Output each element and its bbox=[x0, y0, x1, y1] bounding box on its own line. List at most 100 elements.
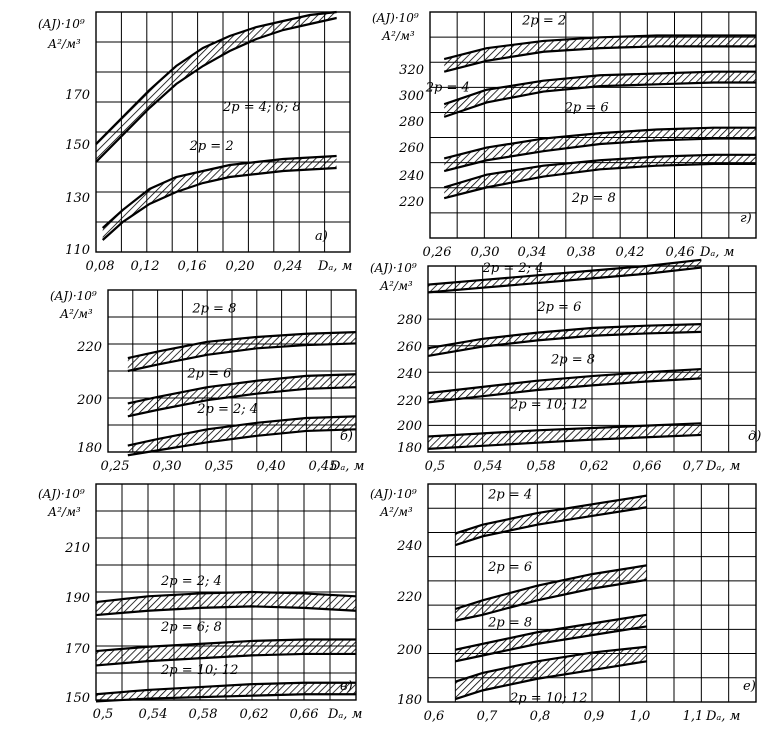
series-label: 2p = 8 bbox=[571, 191, 616, 206]
band-upper-e-1 bbox=[454, 564, 647, 611]
band-g-2 bbox=[444, 127, 756, 172]
series-label: 2p = 2; 4 bbox=[196, 402, 258, 417]
x-tick-label: 0,42 bbox=[616, 245, 645, 260]
x-axis-label: Dₐ, м bbox=[317, 259, 352, 274]
band-upper-v-0 bbox=[95, 590, 357, 604]
x-tick-label: 0,45 bbox=[309, 459, 338, 474]
y-tick-label: 220 bbox=[398, 195, 424, 210]
band-lower-b-0 bbox=[127, 342, 357, 373]
x-tick-label: 0,7 bbox=[683, 459, 704, 474]
x-tick-label: 0,62 bbox=[580, 459, 609, 474]
band-lower-d-1 bbox=[427, 330, 702, 357]
plot-frame bbox=[427, 265, 757, 453]
band-upper-v-2 bbox=[95, 681, 356, 696]
x-tick-label: 0,30 bbox=[471, 245, 500, 260]
series-label: 2p = 4 bbox=[487, 488, 532, 503]
y-axis-label: (AJ)·10⁹ bbox=[38, 17, 85, 31]
y-tick-label: 240 bbox=[398, 169, 424, 184]
x-axis-label: Dₐ, м bbox=[327, 707, 362, 722]
band-lower-e-0 bbox=[454, 506, 647, 547]
series-label: 2p = 6 bbox=[186, 366, 231, 381]
band-lower-e-1 bbox=[455, 578, 647, 622]
series-label: 2p = 4; 6; 8 bbox=[222, 100, 301, 115]
band-upper-e-2 bbox=[455, 613, 647, 651]
band-lower-g-2 bbox=[443, 137, 756, 173]
band-lower-g-1 bbox=[443, 81, 756, 118]
y-axis-label: (AJ)·10⁹ bbox=[372, 11, 419, 25]
x-tick-label: 0,58 bbox=[527, 459, 556, 474]
x-axis-label: Dₐ, м bbox=[705, 709, 740, 724]
y-tick-label: 220 bbox=[396, 394, 422, 409]
y-tick-label: 180 bbox=[397, 693, 422, 708]
band-upper-d-2 bbox=[427, 367, 702, 395]
x-tick-label: 0,35 bbox=[205, 459, 234, 474]
x-axis-label: Dₐ, м bbox=[329, 459, 364, 474]
band-lower-v-2 bbox=[95, 693, 356, 703]
band-upper-e-3 bbox=[454, 645, 647, 683]
y-tick-label: 180 bbox=[397, 441, 422, 456]
chart-panel-e: 2p = 4 2p = 6 2p = 8 2p = 10; 12 0,6 0,7 0,8 0,… bbox=[370, 483, 757, 724]
x-tick-label: 0,25 bbox=[101, 459, 130, 474]
x-tick-label: 0,46 bbox=[666, 245, 695, 260]
x-tick-label: 0,54 bbox=[474, 459, 503, 474]
series-label: 2p = 2 bbox=[521, 14, 566, 29]
y-tick-label: 260 bbox=[398, 141, 424, 156]
y-tick-label: 240 bbox=[396, 539, 422, 554]
y-axis-unit: А²/м³ bbox=[47, 37, 81, 51]
y-tick-label: 150 bbox=[65, 138, 90, 153]
band-upper-a-0 bbox=[95, 10, 337, 145]
band-upper-d-3 bbox=[427, 422, 702, 438]
x-tick-label: 0,08 bbox=[86, 259, 115, 274]
chart-panel-a: 2p = 4; 6; 8 2p = 2 0,08 0,12 0,16 0,20 0,24 11… bbox=[38, 10, 352, 274]
series-label: 2p = 6 bbox=[536, 300, 581, 315]
y-tick-label: 180 bbox=[77, 441, 102, 456]
band-d-3 bbox=[428, 423, 702, 449]
chart-panel-d: 2p = 2; 4 2p = 6 2p = 8 2p = 10; 12 0,5 0,54 0… bbox=[370, 258, 761, 474]
band-g-0 bbox=[444, 35, 756, 72]
series-label: 2p = 4 bbox=[425, 81, 470, 96]
y-tick-label: 190 bbox=[65, 591, 90, 606]
x-tick-label: 0,38 bbox=[567, 245, 596, 260]
band-lower-b-1 bbox=[127, 386, 357, 418]
band-a-1 bbox=[102, 156, 337, 240]
band-lower-d-3 bbox=[427, 433, 702, 450]
series-label: 2p = 2 bbox=[189, 139, 234, 154]
band-upper-g-1 bbox=[443, 70, 756, 106]
band-lower-g-0 bbox=[443, 45, 756, 73]
panel-tag: е) bbox=[743, 679, 756, 694]
plot-frame bbox=[427, 483, 757, 703]
series-label: 2p = 2; 4 bbox=[160, 574, 222, 589]
band-lower-v-1 bbox=[95, 652, 356, 667]
y-axis-label: (AJ)·10⁹ bbox=[370, 487, 417, 501]
y-tick-label: 320 bbox=[399, 63, 424, 78]
panel-tag: г) bbox=[740, 211, 752, 226]
band-upper-b-1 bbox=[127, 373, 357, 405]
chart-panel-v: 2p = 2; 4 2p = 6; 8 2p = 10; 12 0,5 0,54 0,58… bbox=[38, 483, 362, 722]
series-label: 2p = 8 bbox=[550, 353, 595, 368]
band-lower-e-2 bbox=[455, 625, 647, 663]
series-label: 2p = 10; 12 bbox=[160, 663, 238, 678]
y-tick-label: 200 bbox=[396, 419, 422, 434]
series-label: 2p = 6 bbox=[564, 100, 609, 115]
x-tick-label: 0,6 bbox=[424, 709, 445, 724]
x-tick-label: 0,40 bbox=[257, 459, 286, 474]
band-upper-v-1 bbox=[95, 638, 356, 653]
x-tick-label: 0,66 bbox=[633, 459, 662, 474]
y-tick-label: 220 bbox=[76, 340, 102, 355]
band-e-1 bbox=[455, 565, 647, 621]
x-tick-label: 0,9 bbox=[584, 709, 605, 724]
panel-tag: б) bbox=[340, 429, 353, 444]
x-tick-label: 0,12 bbox=[131, 259, 160, 274]
y-axis-unit: А²/м³ bbox=[381, 29, 415, 43]
series-label: 2p = 6 bbox=[487, 560, 532, 575]
band-b-0 bbox=[127, 332, 356, 371]
series-label: 2p = 8 bbox=[487, 615, 532, 630]
x-tick-label: 0,7 bbox=[477, 709, 498, 724]
x-tick-label: 0,34 bbox=[518, 245, 547, 260]
band-lower-v-0 bbox=[95, 605, 357, 617]
x-tick-label: 0,54 bbox=[139, 707, 168, 722]
y-axis-unit: А²/м³ bbox=[59, 307, 93, 321]
plot-frame bbox=[95, 11, 351, 253]
x-tick-label: 0,20 bbox=[226, 259, 255, 274]
band-upper-g-0 bbox=[443, 34, 756, 61]
